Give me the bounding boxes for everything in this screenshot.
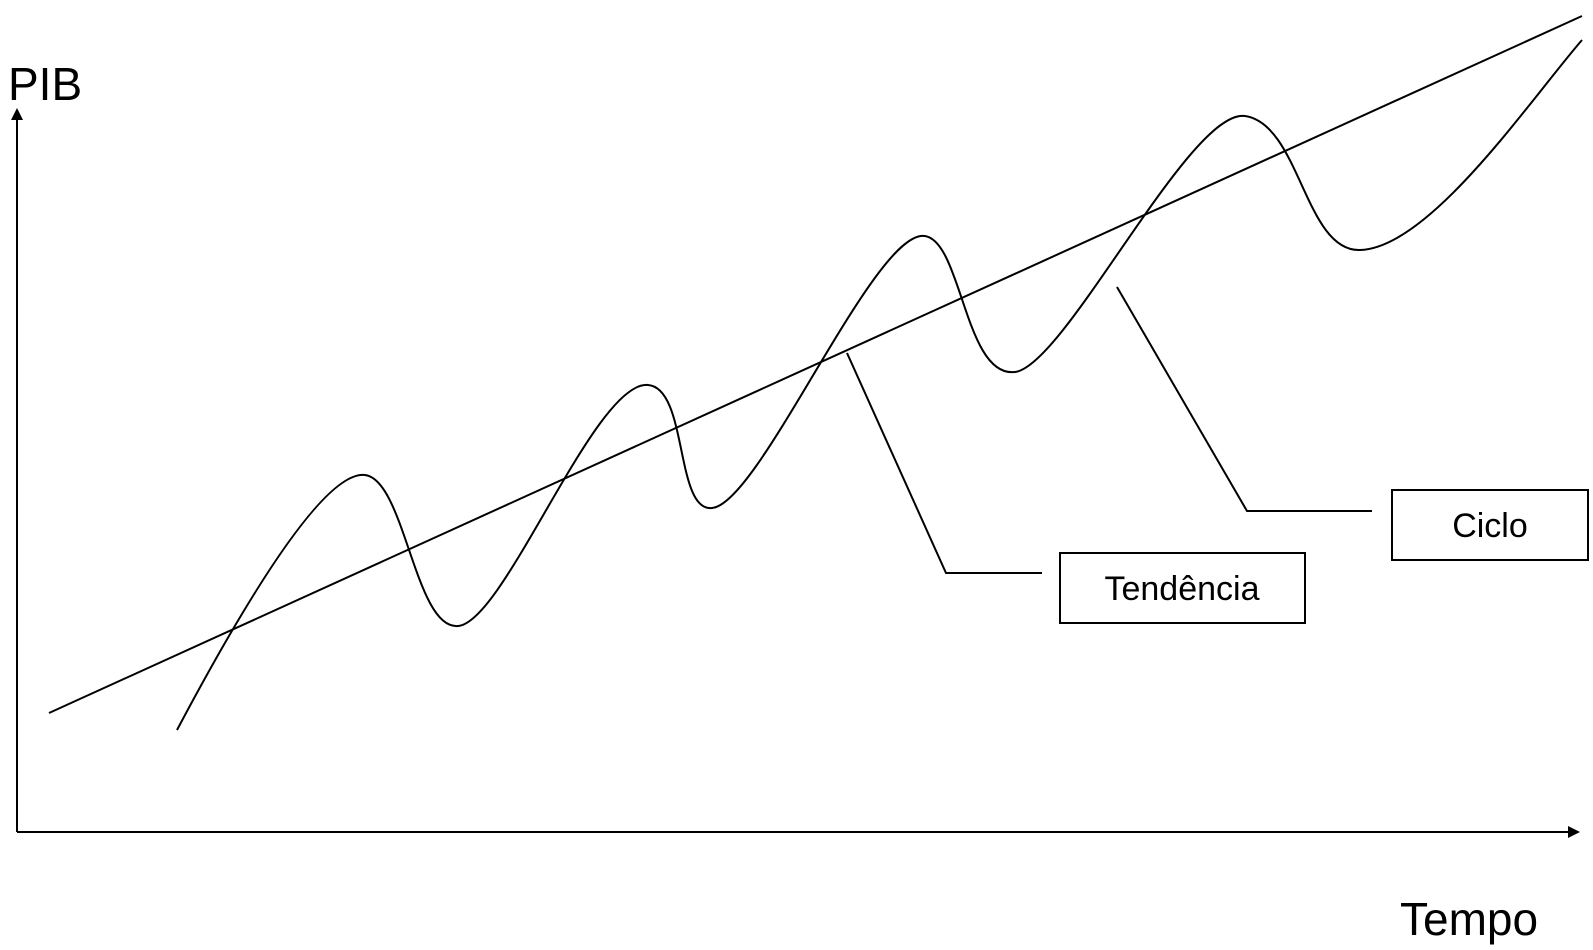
cycle-curve <box>176 39 1583 731</box>
cycle-leader-line <box>1116 286 1372 512</box>
y-axis-label: PIB <box>8 58 82 110</box>
cycle-label-box: Ciclo <box>1391 489 1589 561</box>
x-axis-label: Tempo <box>1400 893 1538 945</box>
trend-label-box: Tendência <box>1059 552 1306 624</box>
trend-leader-line <box>846 352 1042 574</box>
trend-label: Tendência <box>1104 570 1259 608</box>
trend-line <box>48 15 1583 714</box>
cycle-label: Ciclo <box>1452 507 1528 545</box>
